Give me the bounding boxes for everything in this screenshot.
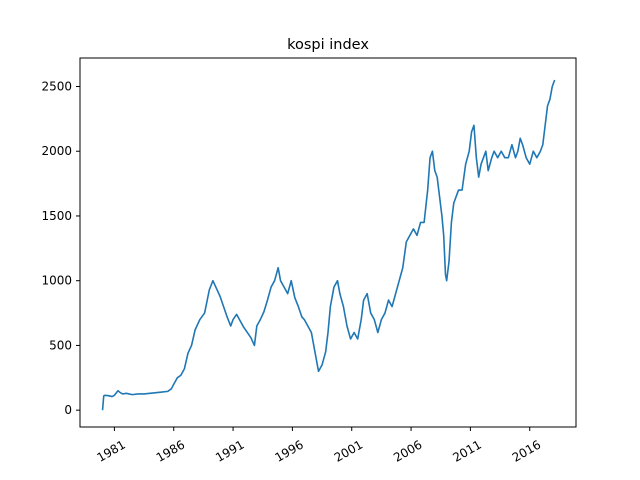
x-tick-label: 1986 [154, 437, 187, 464]
x-tick-label: 2011 [450, 437, 483, 464]
y-tick-label: 500 [49, 338, 72, 352]
y-axis: 0 500 1000 1500 2000 2500 [41, 79, 80, 417]
y-tick-label: 1500 [41, 209, 72, 223]
plot-frame [79, 57, 577, 428]
x-tick-label: 2016 [510, 437, 543, 464]
y-tick-label: 1000 [41, 274, 72, 288]
x-tick-label: 2006 [391, 437, 424, 464]
x-tick-label: 1981 [94, 437, 127, 464]
x-tick-label: 1991 [213, 437, 246, 464]
series-line-0 [101, 79, 556, 411]
plot-area [101, 79, 556, 411]
x-tick-label: 1996 [272, 437, 305, 464]
y-tick-label: 2500 [41, 79, 72, 93]
y-tick-label: 2000 [41, 144, 72, 158]
x-tick-label: 2001 [332, 437, 365, 464]
chart-title: kospi index [287, 37, 369, 53]
x-axis: 1981 1986 1991 1996 2001 2006 2011 2016 [94, 427, 543, 465]
y-tick-label: 0 [64, 403, 72, 417]
